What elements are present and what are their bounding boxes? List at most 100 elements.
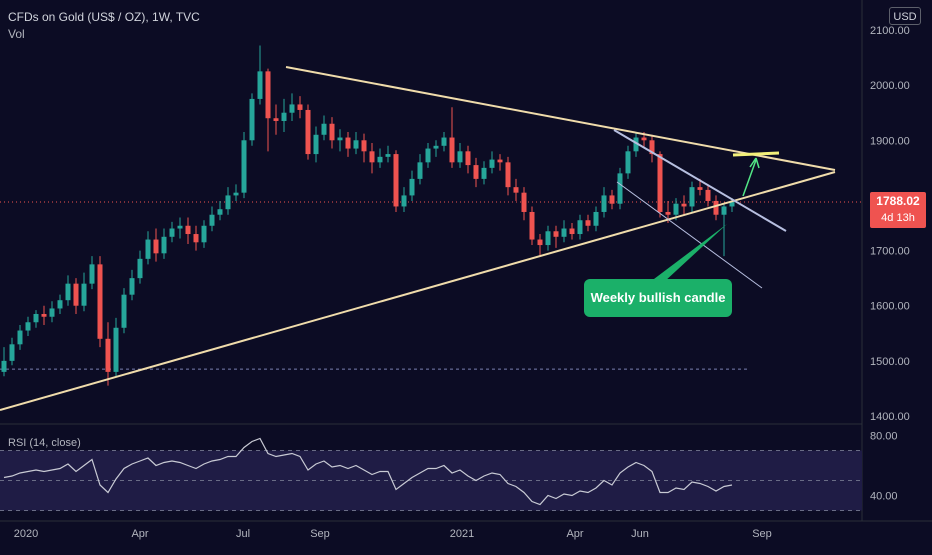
candle-body [729,202,735,207]
candle-body [577,220,583,235]
channel-upper-line [613,129,787,232]
candle-body [705,189,711,201]
price-tick-label: 1400.00 [870,411,910,423]
candle-body [537,239,543,246]
rsi-tick-label: 80.00 [870,431,898,443]
candle-body [561,228,567,237]
callout-pointer [650,224,727,282]
candle-body [65,283,71,301]
candle-body [281,112,287,121]
candle-body [625,151,631,174]
candle-body [513,187,519,193]
candle-body [417,162,423,179]
candle-body [249,98,255,141]
upper-trendline [285,66,836,171]
candle-body [193,234,199,243]
candle-body [433,145,439,149]
candle-body [369,151,375,163]
candle-body [345,137,351,149]
candle-body [385,154,391,157]
candle-body [273,118,279,121]
candle-body [113,327,119,372]
candle-body [25,322,31,331]
candle-body [697,187,703,190]
candle-body [129,278,135,295]
candle-body [265,71,271,119]
time-tick-label: 2021 [450,528,474,540]
candle-body [505,162,511,188]
annotation-callout: Weekly bullish candle [584,279,732,317]
price-tick-label: 1500.00 [870,356,910,368]
candle-body [337,137,343,141]
candle-body [553,231,559,237]
candle-body [153,239,159,254]
candle-body [241,140,247,193]
candle-body [329,123,335,141]
currency-button[interactable]: USD [889,7,921,25]
price-tick-label: 2100.00 [870,25,910,37]
price-tick-label: 1600.00 [870,301,910,313]
candle-body [33,313,39,323]
candle-body [321,123,327,135]
candle-body [473,165,479,179]
time-tick-label: Apr [566,528,583,540]
candle-body [89,264,95,284]
candle-body [177,225,183,229]
candle-body [49,308,55,317]
candle-body [425,148,431,163]
candle-body [593,211,599,226]
candle-body [225,195,231,210]
target-marker [732,151,780,157]
candle-body [9,344,15,361]
price-tick-label: 1900.00 [870,135,910,147]
time-tick-label: Sep [752,528,772,540]
candle-body [449,137,455,163]
candle-body [289,104,295,113]
candle-body [201,225,207,243]
candle-body [257,71,263,99]
candle-body [457,151,463,163]
candle-body [17,330,23,345]
time-tick-label: Sep [310,528,330,540]
candle-body [361,140,367,152]
candle-body [633,137,639,152]
candle-body [97,264,103,339]
candle-body [297,104,303,110]
candle-body [121,294,127,328]
candle-body [81,283,87,306]
candle-body [145,239,151,259]
candle-body [353,140,359,149]
candle-body [681,203,687,207]
candle-body [57,300,63,309]
candle-body [673,203,679,215]
candle-body [521,192,527,212]
candle-body [185,225,191,235]
rsi-label: RSI (14, close) [8,437,81,449]
candle-body [441,137,447,146]
symbol-title: CFDs on Gold (US$ / OZ), 1W, TVC [8,10,200,24]
candle-body [585,220,591,226]
time-tick-label: Jul [236,528,250,540]
candle-body [137,258,143,279]
rsi-tick-label: 40.00 [870,491,898,503]
time-tick-label: Apr [131,528,148,540]
candle-body [161,236,167,254]
candle-body [569,228,575,235]
candle-body [393,154,399,207]
candle-body [713,200,719,215]
chart-legend: CFDs on Gold (US$ / OZ), 1W, TVC Vol [8,9,200,43]
candle-body [377,156,383,163]
candle-body [465,151,471,166]
candle-body [209,214,215,226]
candle-body [665,211,671,215]
candle-body [409,178,415,196]
candle-body [545,231,551,246]
time-tick-label: Jun [631,528,649,540]
volume-label: Vol [8,27,25,41]
bar-countdown: 4d 13h [881,212,915,224]
candle-body [105,338,111,372]
time-tick-label: 2020 [14,528,38,540]
candle-body [313,134,319,155]
